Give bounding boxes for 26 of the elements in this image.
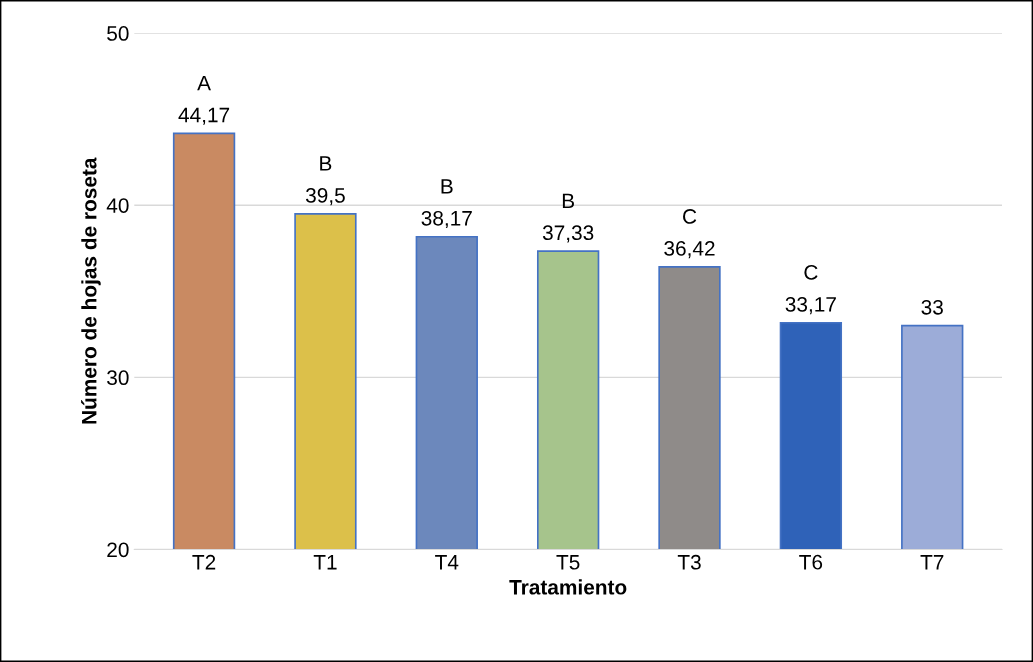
- y-tick-label: 50: [107, 26, 129, 41]
- x-axis-title: Tratamiento: [509, 579, 627, 595]
- x-tick-label: T4: [435, 555, 459, 570]
- y-tick-label: 40: [106, 198, 129, 213]
- annotation: B: [562, 193, 574, 208]
- x-tick-label: T7: [920, 555, 944, 570]
- x-tick-label: T5: [556, 555, 580, 570]
- annotation: C: [683, 209, 697, 224]
- data-label: 36,42: [664, 241, 715, 259]
- data-label: 38,17: [421, 210, 472, 229]
- x-tick-label: T1: [313, 555, 337, 570]
- x-tick-label: T2: [192, 554, 216, 570]
- data-label: 37,33: [542, 225, 594, 243]
- data-label: 39,5: [305, 188, 345, 206]
- data-label: 33,17: [785, 296, 836, 315]
- data-label: 44,17: [178, 107, 230, 125]
- data-label: 33: [921, 299, 943, 315]
- y-tick-label: 30: [107, 370, 129, 386]
- annotation: B: [320, 156, 332, 171]
- x-tick-label: T3: [677, 554, 701, 570]
- annotation: C: [804, 265, 818, 280]
- y-tick-label: 20: [107, 542, 129, 558]
- annotation: A: [197, 75, 211, 91]
- annotation: B: [441, 179, 453, 194]
- y-axis-title: Número de hojas de roseta: [81, 157, 101, 424]
- x-tick-label: T6: [799, 554, 823, 570]
